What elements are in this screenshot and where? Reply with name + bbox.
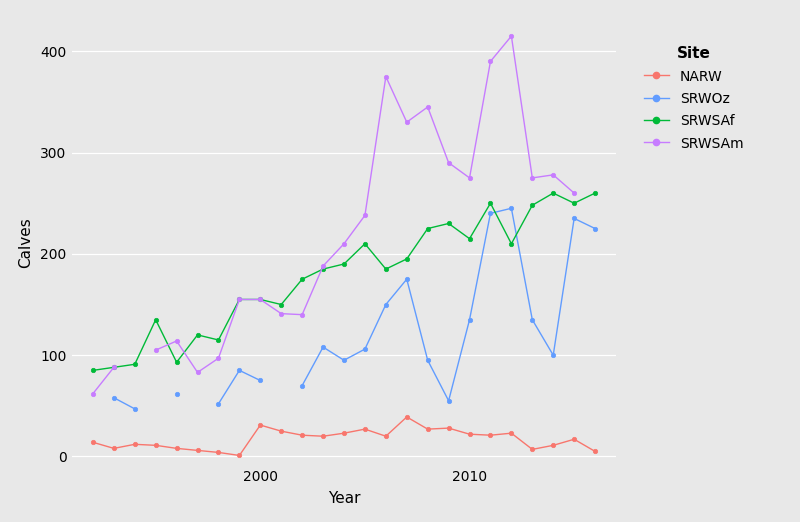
X-axis label: Year: Year xyxy=(328,491,360,506)
Legend: NARW, SRWOz, SRWSAf, SRWSAm: NARW, SRWOz, SRWSAf, SRWSAm xyxy=(634,37,753,160)
Y-axis label: Calves: Calves xyxy=(18,217,33,268)
